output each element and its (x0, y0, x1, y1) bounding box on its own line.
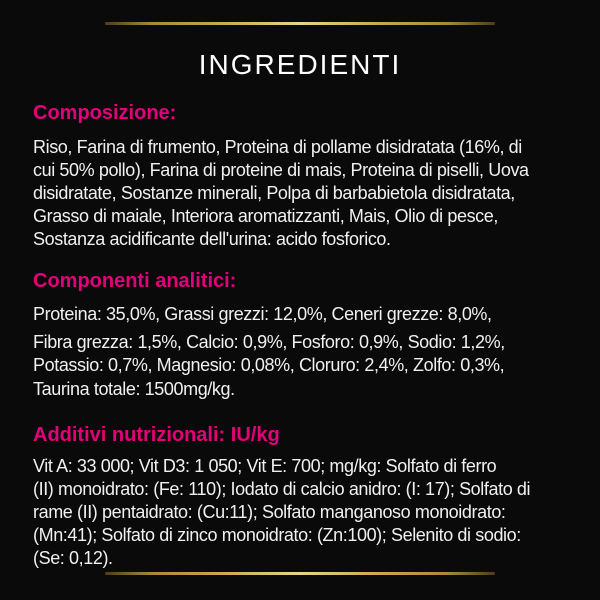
text-line: Riso, Farina di frumento, Proteina di po… (33, 137, 522, 157)
text-line: Potassio: 0,7%, Magnesio: 0,08%, Cloruro… (33, 355, 505, 375)
text-line: Fibra grezza: 1,5%, Calcio: 0,9%, Fosfor… (33, 332, 505, 352)
text-line: Proteina: 35,0%, Grassi grezzi: 12,0%, C… (33, 304, 492, 324)
text-line: rame (II) pentaidrato: (Cu:11); Solfato … (33, 502, 506, 522)
text-line: Sostanza acidificante dell'urina: acido … (33, 229, 391, 249)
section-heading-composizione: Composizione: (33, 102, 177, 124)
section-heading-componenti-analitici: Componenti analitici: (33, 270, 237, 292)
text-line: (Se: 0,12). (33, 548, 113, 568)
text-line: disidratate, Sostanze minerali, Polpa di… (33, 183, 515, 203)
page-title: INGREDIENTI (198, 49, 402, 80)
analitici-text-paragraph-3: Taurina totale: 1500mg/kg. (33, 378, 593, 401)
analitici-text-paragraph-2: Fibra grezza: 1,5%, Calcio: 0,9%, Fosfor… (33, 331, 593, 377)
text-line: (Mn:41); Solfato di zinco monoidrato: (Z… (33, 525, 521, 545)
gold-divider-bottom (105, 572, 495, 575)
analitici-text-paragraph-1: Proteina: 35,0%, Grassi grezzi: 12,0%, C… (33, 303, 593, 326)
section-heading-additivi-nutrizionali: Additivi nutrizionali: IU/kg (33, 424, 280, 446)
text-line: (II) monoidrato: (Fe: 110); Iodato di ca… (33, 479, 531, 499)
text-line: Vit A: 33 000; Vit D3: 1 050; Vit E: 700… (33, 456, 497, 476)
composizione-text: Riso, Farina di frumento, Proteina di po… (33, 136, 593, 251)
additivi-text: Vit A: 33 000; Vit D3: 1 050; Vit E: 700… (33, 455, 593, 570)
text-line: Taurina totale: 1500mg/kg. (33, 379, 235, 399)
text-line: Grasso di maiale, Interiora aromatizzant… (33, 206, 498, 226)
gold-divider-top (105, 22, 495, 25)
text-line: cui 50% pollo), Farina di proteine di ma… (33, 160, 529, 180)
